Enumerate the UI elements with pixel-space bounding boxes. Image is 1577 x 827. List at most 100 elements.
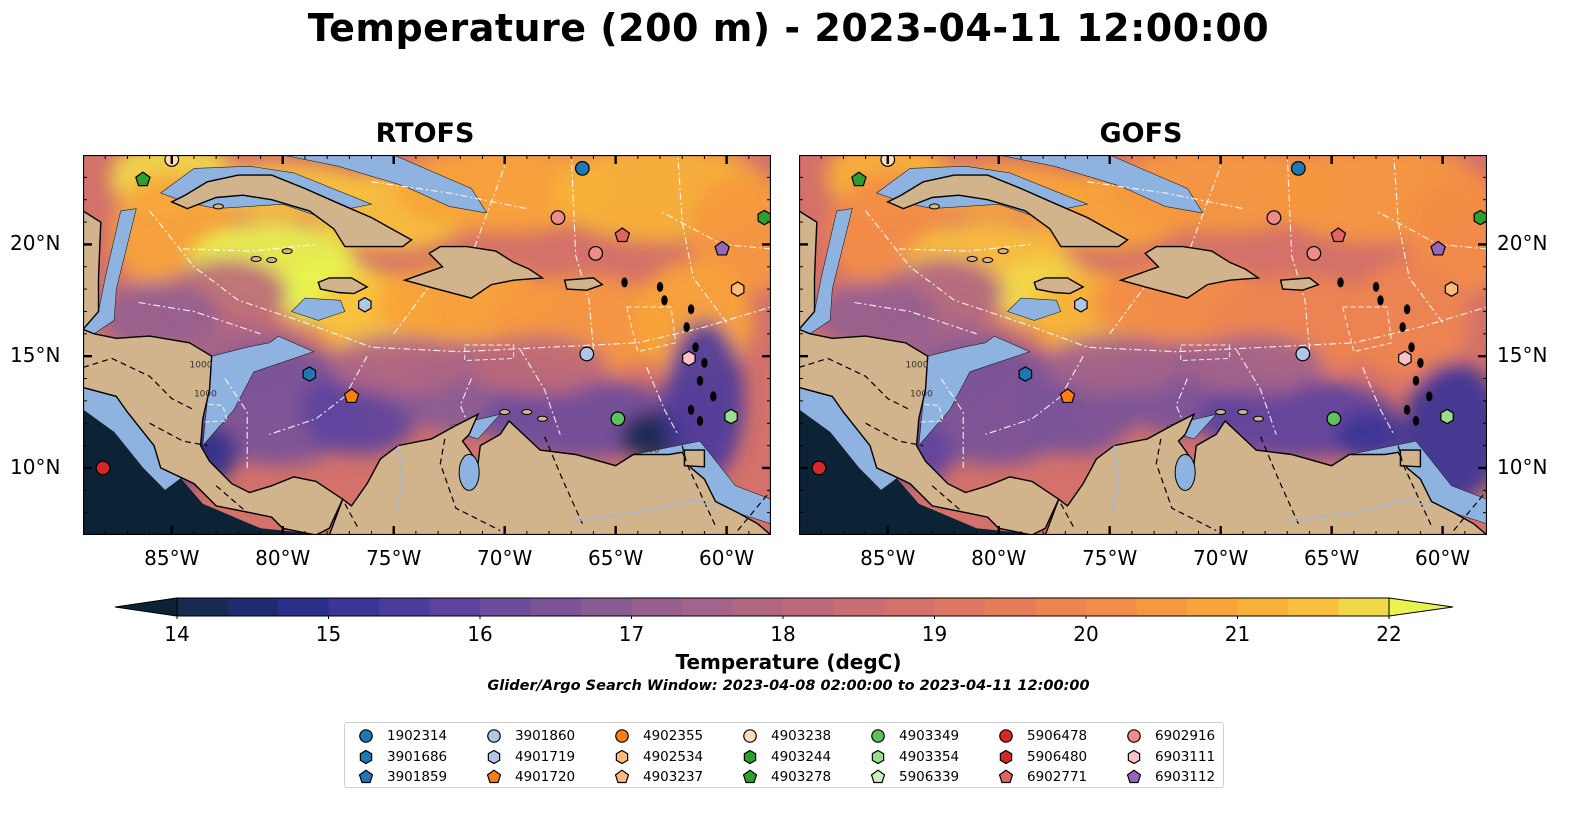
circle-marker-icon: [615, 729, 629, 743]
legend-marker: [1127, 749, 1141, 764]
circle-marker-icon: [1127, 729, 1141, 743]
river-0: [395, 445, 404, 513]
legend-label: 4901719: [515, 748, 576, 765]
legend-marker: [1126, 769, 1142, 784]
legend-marker: [359, 749, 373, 764]
legend-marker: [743, 749, 757, 764]
hexagon-marker-icon: [871, 749, 885, 764]
country-border-0: [799, 357, 911, 411]
legend-marker: [487, 749, 501, 764]
country-border-2: [931, 485, 964, 514]
antilles-island-3: [701, 357, 708, 368]
antilles-island-6: [696, 416, 704, 426]
colorbar-tick-label: 16: [467, 622, 493, 646]
x-tick-label: 85°W: [860, 546, 916, 570]
hexagon-marker-icon: [615, 749, 629, 764]
sector-line-3: [570, 155, 595, 350]
land-trinidad: [683, 449, 706, 468]
legend-label: 6903112: [1155, 769, 1216, 785]
shallow-shelf-3: [282, 155, 488, 214]
x-tick-label: 70°W: [477, 546, 533, 570]
legend-item-3901860: 3901860: [485, 726, 575, 746]
shallow-shelf-1: [918, 335, 1031, 447]
float-marker-4903354: [1440, 408, 1454, 425]
circle-marker-icon: [487, 729, 501, 743]
country-border-1: [149, 422, 208, 447]
circle-marker-icon: [999, 729, 1013, 743]
float-marker-5906478: [811, 460, 827, 476]
shallow-shelf-3: [998, 155, 1204, 214]
sector-line-8: [519, 349, 561, 435]
x-tick-label: 75°W: [1082, 546, 1138, 570]
colorbar-segment: [1086, 598, 1138, 616]
legend-marker: [743, 729, 757, 743]
country-border-5: [1260, 436, 1299, 525]
hexagon-marker-icon: [743, 749, 757, 764]
legend-marker: [742, 769, 758, 784]
colorbar-segment: [379, 598, 431, 616]
antilles-island-9: [656, 281, 664, 292]
sector-line-9: [1362, 367, 1395, 435]
legend-item-3901686: 3901686: [357, 747, 447, 767]
legend-label: 5906339: [899, 769, 960, 785]
land-hispaniola: [402, 245, 545, 299]
small-island-3: [212, 203, 224, 210]
legend-item-4903244: 4903244: [741, 747, 831, 767]
x-tick-label: 60°W: [1414, 546, 1471, 570]
map-panel-gofs: 1000 1000: [799, 155, 1487, 535]
colorbar-segment: [177, 598, 229, 616]
pentagon-marker-icon: [358, 769, 374, 784]
legend-item-3901859: 3901859: [357, 767, 447, 787]
legend-label: 5906478: [1027, 728, 1088, 744]
pentagon-marker-icon: [870, 769, 886, 784]
small-island-5: [521, 409, 533, 416]
lake-maracaibo: [1174, 453, 1196, 491]
country-border-3: [344, 503, 359, 529]
river-1: [1287, 498, 1432, 523]
country-border-3: [1060, 503, 1075, 529]
legend-item-1902314: 1902314: [357, 726, 447, 746]
antilles-island-2: [692, 342, 699, 353]
land-cuba: [886, 174, 1129, 248]
float-marker-6903112: [714, 240, 730, 256]
float-marker-6903112: [1430, 240, 1446, 256]
shallow-shelf-1: [202, 335, 315, 447]
land-puertoRico: [1279, 277, 1320, 291]
float-marker-1902314: [1290, 161, 1306, 176]
x-tick-label: 80°W: [971, 546, 1027, 570]
float-marker-4901719: [358, 296, 372, 313]
antilles-island-5: [687, 404, 695, 415]
map-frame: [799, 155, 1487, 535]
legend-item-6903111: 6903111: [1125, 747, 1215, 767]
sector-line-1: [182, 243, 317, 252]
small-island-3: [928, 203, 940, 210]
land-centralAmerica: [799, 210, 1060, 535]
sector-line-11: [1087, 181, 1244, 210]
colorbar-segment: [783, 598, 835, 616]
colorbar-tick-label: 18: [770, 622, 796, 646]
legend-item-5906339: 5906339: [869, 767, 959, 787]
antilles-island-2: [1408, 342, 1415, 353]
legend-marker: [1127, 729, 1141, 743]
pacific-deep-water: [83, 374, 328, 535]
map-panel-rtofs: 1000 1000 100: [83, 155, 771, 535]
land-hispaniola: [1118, 245, 1261, 299]
float-marker-6902916: [588, 245, 604, 261]
colorbar-segment: [884, 598, 936, 616]
colorbar-tick-label: 22: [1376, 622, 1402, 646]
sector-line-12: [854, 301, 977, 335]
colorbar-segment: [682, 598, 734, 616]
legend-label: 4903238: [771, 728, 832, 744]
pentagon-marker-icon: [486, 769, 502, 784]
sector-line-10: [224, 378, 248, 468]
hexagon-marker-icon: [999, 749, 1013, 764]
legend-label: 4903278: [771, 769, 832, 785]
legend-label: 6903111: [1155, 748, 1216, 765]
x-tick-label: 65°W: [1304, 546, 1360, 570]
antilles-island-6: [1412, 416, 1420, 426]
country-border-0: [83, 357, 195, 411]
hexagon-marker-icon: [1127, 749, 1141, 764]
float-legend: 1902314 3901686 3901859 3901860 4901719 49017…: [344, 722, 1224, 788]
float-marker-4903278: [851, 171, 867, 187]
legend-item-4903237: 4903237: [613, 767, 703, 787]
